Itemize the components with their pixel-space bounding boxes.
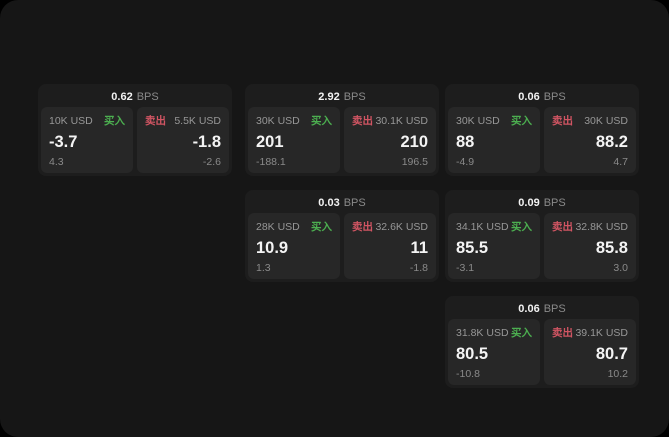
bps-unit: BPS bbox=[343, 197, 366, 209]
sell-side-label: 卖出 bbox=[352, 221, 373, 233]
bps-unit: BPS bbox=[543, 303, 566, 315]
buy-amount: 30K USD bbox=[456, 114, 500, 127]
buy-side-label: 买入 bbox=[511, 221, 532, 233]
buy-side-label: 买入 bbox=[104, 115, 125, 127]
buy-sub-value: 4.3 bbox=[49, 155, 64, 168]
bps-header: 0.09 BPS bbox=[448, 193, 636, 213]
sell-price: 210 bbox=[400, 132, 428, 151]
sell-price: 88.2 bbox=[595, 132, 628, 151]
sell-side-label: 卖出 bbox=[552, 327, 573, 339]
sell-side-label: 卖出 bbox=[552, 115, 573, 127]
sell-quote-panel[interactable]: 卖出 32.6K USD 11 -1.8 bbox=[344, 213, 436, 279]
buy-quote-panel[interactable]: 31.8K USD 买入 80.5 -10.8 bbox=[448, 319, 540, 385]
buy-sub-value: -10.8 bbox=[456, 367, 480, 380]
buy-amount: 31.8K USD bbox=[456, 326, 509, 339]
sell-price: 11 bbox=[410, 238, 428, 257]
bps-value: 0.06 bbox=[518, 303, 540, 315]
buy-amount: 28K USD bbox=[256, 220, 300, 233]
buy-sub-value: -3.1 bbox=[456, 261, 475, 274]
buy-side-label: 买入 bbox=[511, 327, 532, 339]
sell-sub-value: 196.5 bbox=[401, 155, 428, 168]
bps-unit: BPS bbox=[543, 91, 566, 103]
bps-header: 0.06 BPS bbox=[448, 299, 636, 319]
sell-quote-panel[interactable]: 卖出 30K USD 88.2 4.7 bbox=[544, 107, 636, 173]
bps-unit: BPS bbox=[136, 91, 159, 103]
sell-price: 80.7 bbox=[595, 344, 628, 363]
bps-header: 0.62 BPS bbox=[41, 87, 229, 107]
buy-amount: 30K USD bbox=[256, 114, 300, 127]
quote-card-3: 0.06 BPS 30K USD 买入 88 -4.9 卖出 30K USD 8… bbox=[445, 84, 639, 176]
sell-price: -1.8 bbox=[192, 132, 221, 151]
buy-quote-panel[interactable]: 34.1K USD 买入 85.5 -3.1 bbox=[448, 213, 540, 279]
bps-header: 0.06 BPS bbox=[448, 87, 636, 107]
sell-side-label: 卖出 bbox=[552, 221, 573, 233]
bps-value: 0.03 bbox=[318, 197, 340, 209]
sell-sub-value: -1.8 bbox=[409, 261, 428, 274]
sell-side-label: 卖出 bbox=[352, 115, 373, 127]
buy-price: 85.5 bbox=[456, 238, 489, 257]
bps-value: 0.06 bbox=[518, 91, 540, 103]
quote-card-2: 2.92 BPS 30K USD 买入 201 -188.1 卖出 30.1K … bbox=[245, 84, 439, 176]
buy-sub-value: -4.9 bbox=[456, 155, 475, 168]
bps-value: 2.92 bbox=[318, 91, 340, 103]
buy-quote-panel[interactable]: 28K USD 买入 10.9 1.3 bbox=[248, 213, 340, 279]
buy-price: 10.9 bbox=[256, 238, 289, 257]
buy-side-label: 买入 bbox=[311, 115, 332, 127]
sell-sub-value: -2.6 bbox=[202, 155, 221, 168]
bps-value: 0.09 bbox=[518, 197, 540, 209]
buy-sub-value: -188.1 bbox=[256, 155, 286, 168]
sell-quote-panel[interactable]: 卖出 32.8K USD 85.8 3.0 bbox=[544, 213, 636, 279]
sell-quote-panel[interactable]: 卖出 30.1K USD 210 196.5 bbox=[344, 107, 436, 173]
buy-quote-panel[interactable]: 10K USD 买入 -3.7 4.3 bbox=[41, 107, 133, 173]
buy-amount: 10K USD bbox=[49, 114, 93, 127]
buy-price: -3.7 bbox=[49, 132, 78, 151]
quote-card-1: 0.62 BPS 10K USD 买入 -3.7 4.3 卖出 5.5K USD… bbox=[38, 84, 232, 176]
sell-quote-panel[interactable]: 卖出 5.5K USD -1.8 -2.6 bbox=[137, 107, 229, 173]
sell-amount: 32.8K USD bbox=[575, 220, 628, 233]
sell-side-label: 卖出 bbox=[145, 115, 166, 127]
sell-sub-value: 3.0 bbox=[613, 261, 628, 274]
bps-value: 0.62 bbox=[111, 91, 133, 103]
sell-amount: 5.5K USD bbox=[174, 114, 221, 127]
buy-side-label: 买入 bbox=[511, 115, 532, 127]
buy-sub-value: 1.3 bbox=[256, 261, 271, 274]
buy-quote-panel[interactable]: 30K USD 买入 201 -188.1 bbox=[248, 107, 340, 173]
sell-sub-value: 4.7 bbox=[613, 155, 628, 168]
bps-unit: BPS bbox=[543, 197, 566, 209]
sell-sub-value: 10.2 bbox=[607, 367, 628, 380]
sell-amount: 30.1K USD bbox=[375, 114, 428, 127]
bps-unit: BPS bbox=[343, 91, 366, 103]
buy-amount: 34.1K USD bbox=[456, 220, 509, 233]
buy-price: 201 bbox=[256, 132, 284, 151]
bps-header: 2.92 BPS bbox=[248, 87, 436, 107]
quote-card-6: 0.06 BPS 31.8K USD 买入 80.5 -10.8 卖出 39.1… bbox=[445, 296, 639, 388]
buy-price: 88 bbox=[456, 132, 475, 151]
sell-price: 85.8 bbox=[595, 238, 628, 257]
sell-amount: 39.1K USD bbox=[575, 326, 628, 339]
buy-price: 80.5 bbox=[456, 344, 489, 363]
bps-header: 0.03 BPS bbox=[248, 193, 436, 213]
sell-amount: 32.6K USD bbox=[375, 220, 428, 233]
sell-amount: 30K USD bbox=[584, 114, 628, 127]
sell-quote-panel[interactable]: 卖出 39.1K USD 80.7 10.2 bbox=[544, 319, 636, 385]
quote-card-5: 0.09 BPS 34.1K USD 买入 85.5 -3.1 卖出 32.8K… bbox=[445, 190, 639, 282]
buy-quote-panel[interactable]: 30K USD 买入 88 -4.9 bbox=[448, 107, 540, 173]
quote-card-4: 0.03 BPS 28K USD 买入 10.9 1.3 卖出 32.6K US… bbox=[245, 190, 439, 282]
buy-side-label: 买入 bbox=[311, 221, 332, 233]
